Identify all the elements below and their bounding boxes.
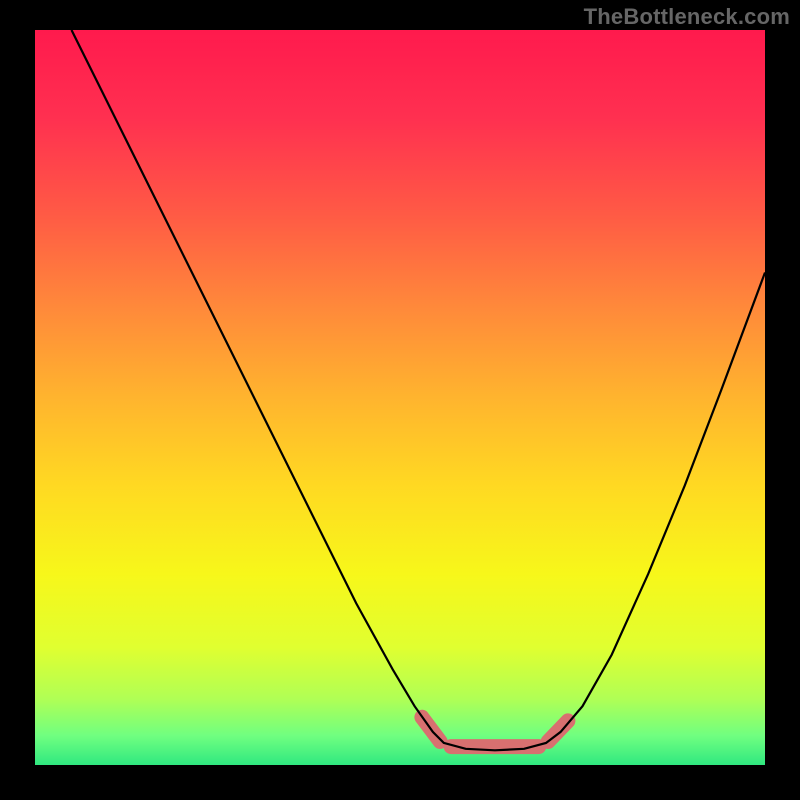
chart-container: { "watermark": { "text": "TheBottleneck.… bbox=[0, 0, 800, 800]
bottleneck-chart bbox=[0, 0, 800, 800]
plot-background bbox=[35, 30, 765, 765]
watermark-text: TheBottleneck.com bbox=[584, 4, 790, 30]
